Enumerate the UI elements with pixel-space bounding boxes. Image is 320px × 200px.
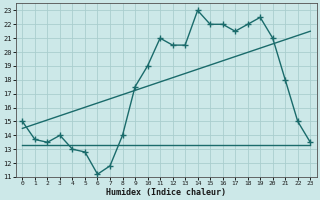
X-axis label: Humidex (Indice chaleur): Humidex (Indice chaleur) (106, 188, 226, 197)
